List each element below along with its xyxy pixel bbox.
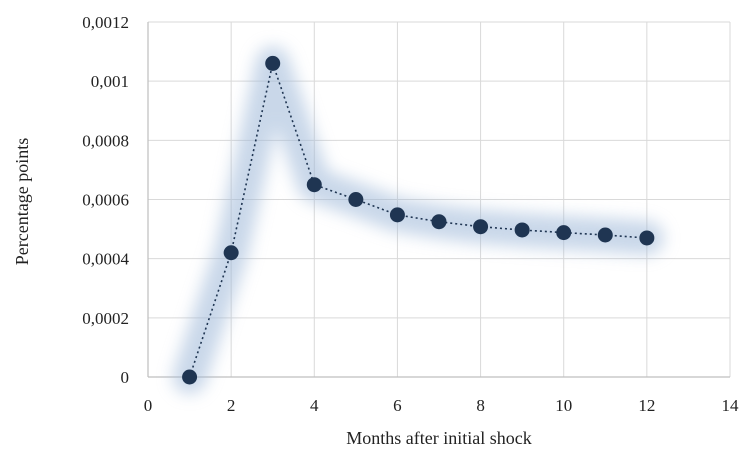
data-point bbox=[514, 222, 530, 238]
data-point bbox=[348, 192, 364, 207]
data-point bbox=[431, 214, 447, 230]
y-tick-label: 0,0006 bbox=[82, 191, 129, 210]
y-tick-label: 0 bbox=[121, 368, 130, 387]
data-point bbox=[556, 225, 572, 241]
x-tick-label: 4 bbox=[310, 396, 319, 415]
data-point bbox=[389, 207, 405, 223]
y-axis-title: Percentage points bbox=[12, 138, 32, 265]
y-tick-label: 0,0002 bbox=[82, 309, 129, 328]
data-point bbox=[223, 245, 239, 261]
x-tick-label: 8 bbox=[476, 396, 485, 415]
data-series bbox=[172, 46, 664, 394]
data-point bbox=[639, 230, 655, 246]
y-tick-label: 0,001 bbox=[91, 72, 129, 91]
x-tick-label: 12 bbox=[638, 396, 655, 415]
data-point bbox=[306, 177, 322, 193]
x-axis-title: Months after initial shock bbox=[346, 428, 531, 448]
y-tick-label: 0,0004 bbox=[82, 250, 129, 269]
x-tick-label: 6 bbox=[393, 396, 402, 415]
data-point bbox=[473, 219, 489, 235]
x-tick-label: 2 bbox=[227, 396, 236, 415]
series-glow bbox=[172, 46, 664, 394]
data-point bbox=[597, 227, 613, 243]
y-tick-label: 0,0012 bbox=[82, 13, 129, 32]
data-point bbox=[182, 369, 198, 385]
x-tick-label: 14 bbox=[722, 396, 740, 415]
y-tick-label: 0,0008 bbox=[82, 131, 129, 150]
x-tick-label: 0 bbox=[144, 396, 153, 415]
tick-labels: 0 2 4 6 8 10 12 14 0 0,0002 0,0004 0,0006 0,0008 0,00… bbox=[82, 13, 739, 415]
x-tick-label: 10 bbox=[555, 396, 572, 415]
data-point bbox=[265, 55, 281, 71]
axes bbox=[147, 22, 730, 378]
